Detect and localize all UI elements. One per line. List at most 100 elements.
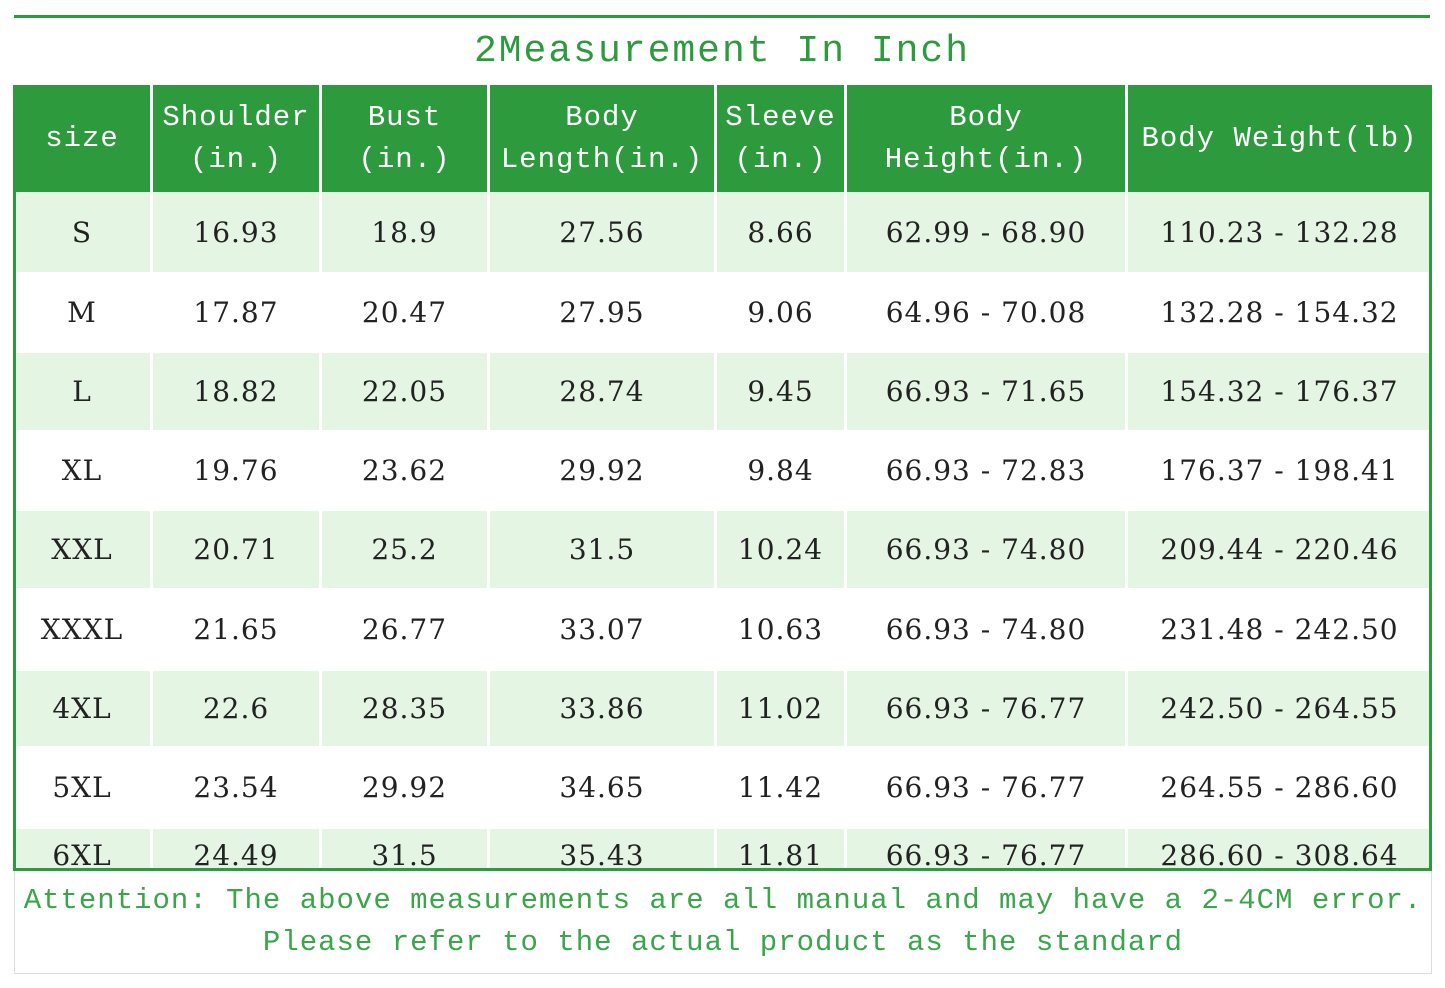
cell-text: 264.55 - 286.60 [1160,771,1399,804]
cell-text: 5XL [52,771,112,804]
cell-text: 11.42 [737,771,824,804]
cell-text: XXL [51,533,113,566]
table-cell: 26.77 [322,591,487,668]
table-cell: 18.9 [322,192,487,272]
cell-text: 154.32 - 176.37 [1160,375,1399,408]
header-text: size [45,121,119,155]
cell-text: 6XL [52,839,112,868]
table-cell: 31.5 [322,829,487,868]
cell-text: 286.60 - 308.64 [1160,839,1399,868]
table-cell: 286.60 - 308.64 [1128,829,1431,868]
table-cell: S [14,192,150,272]
footer-line: Attention: The above measurements are al… [23,884,1423,917]
table-cell: 17.87 [153,275,319,350]
cell-text: 9.84 [747,454,814,487]
table-cell: 10.24 [717,511,844,588]
cell-text: 4XL [52,692,112,725]
cell-text: 62.99 - 68.90 [885,215,1087,249]
table-cell: 11.81 [717,829,844,868]
cell-text: 31.5 [371,839,438,868]
table-cell: 11.42 [717,749,844,826]
cell-text: 28.74 [559,375,645,408]
cell-text: 26.77 [361,613,448,646]
table-cell: 11.02 [717,671,844,746]
table-cell: 5XL [14,749,150,826]
cell-text: 66.93 - 72.83 [885,454,1087,487]
header-text: Shoulder [162,100,310,134]
cell-text: L [72,375,92,408]
table-title: 2Measurement In Inch [14,15,1430,85]
table-cell: 110.23 - 132.28 [1128,192,1431,272]
cell-text: 23.54 [193,771,279,804]
cell-text: 16.93 [193,215,279,249]
cell-text: 27.56 [559,215,645,249]
table-cell: 242.50 - 264.55 [1128,671,1431,746]
table-cell: 20.47 [322,275,487,350]
table-cell: 33.07 [490,591,714,668]
cell-text: 11.02 [737,692,824,725]
cell-text: 18.82 [193,375,279,408]
cell-text: 28.35 [361,692,448,725]
table-cell: 264.55 - 286.60 [1128,749,1431,826]
header-text: (in.) [734,142,827,176]
cell-text: S [71,215,93,249]
cell-text: 64.96 - 70.08 [885,296,1087,329]
cell-text: 31.5 [568,533,636,566]
cell-text: 21.65 [193,613,279,646]
header-text: Body Weight(lb) [1141,121,1418,155]
cell-text: M [67,296,97,329]
table-cell: 23.54 [153,749,319,826]
table-cell: 66.93 - 76.77 [847,749,1125,826]
table-cell: 33.86 [490,671,714,746]
cell-text: 209.44 - 220.46 [1160,533,1399,566]
cell-text: 24.49 [193,839,279,868]
cell-text: 10.24 [737,533,824,566]
footer-line: Please refer to the actual product as th… [262,926,1184,959]
table-cell: 8.66 [717,192,844,272]
table-cell: 34.65 [490,749,714,826]
table-cell: XXXL [14,591,150,668]
cell-text: 29.92 [559,454,645,487]
cell-text: 66.93 - 76.77 [885,771,1087,804]
table-cell: 9.45 [717,353,844,430]
cell-text: 66.93 - 74.80 [885,613,1087,646]
table-cell: 28.74 [490,353,714,430]
table-cell: 10.63 [717,591,844,668]
table-cell: 66.93 - 76.77 [847,671,1125,746]
table-cell: 16.93 [153,192,319,272]
table-cell: 35.43 [490,829,714,868]
cell-text: 8.66 [747,215,814,249]
table-cell: 23.62 [322,433,487,508]
cell-text: 33.07 [559,613,645,646]
header-cell: Sleeve (in.) [717,85,844,192]
header-cell: Body Length(in.) [490,85,714,192]
cell-text: 20.71 [193,533,279,566]
cell-text: 66.93 - 71.65 [885,375,1087,408]
cell-text: 33.86 [559,692,645,725]
table-cell: 19.76 [153,433,319,508]
table-cell: XL [14,433,150,508]
footer: Attention: The above measurements are al… [14,871,1432,974]
header-text: Body [565,100,639,134]
table-cell: 62.99 - 68.90 [847,192,1125,272]
cell-text: 19.76 [193,454,279,487]
table-cell: 6XL [14,829,150,868]
cell-text: 10.63 [737,613,824,646]
cell-text: 110.23 - 132.28 [1160,215,1399,249]
table-cell: 27.95 [490,275,714,350]
header-cell: Shoulder (in.) [153,85,319,192]
table-cell: 154.32 - 176.37 [1128,353,1431,430]
table-cell: 22.05 [322,353,487,430]
table-cell: 66.93 - 74.80 [847,591,1125,668]
cell-text: 22.6 [202,692,270,725]
cell-text: 35.43 [559,839,645,868]
table-cell: 27.56 [490,192,714,272]
header-cell: Body Height(in.) [847,85,1125,192]
table-cell: 231.48 - 242.50 [1128,591,1431,668]
table-cell: 66.93 - 71.65 [847,353,1125,430]
table-cell: 20.71 [153,511,319,588]
header-text: Sleeve [725,100,836,134]
header-text: Body [949,100,1023,134]
header-text: (in.) [189,142,282,176]
